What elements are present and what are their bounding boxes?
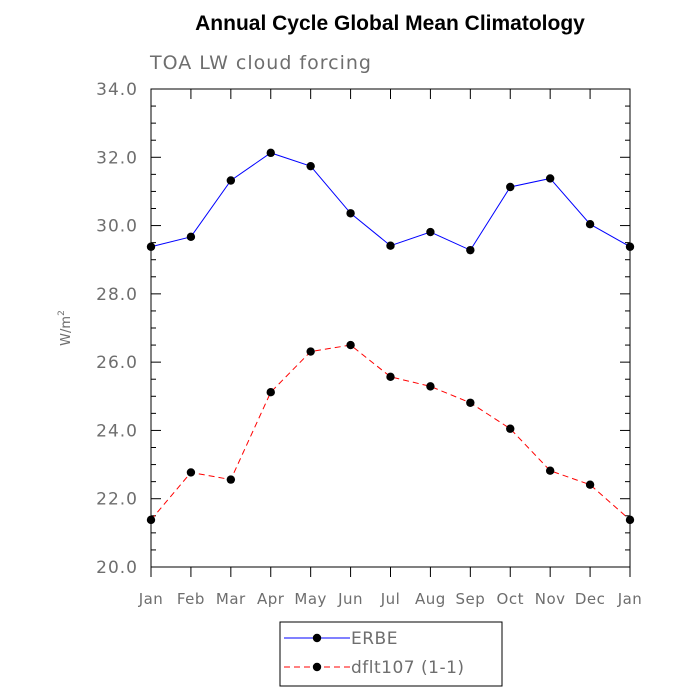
y-tick-label: 20.0: [96, 558, 138, 578]
series-line-erbe: [150, 152, 631, 251]
x-tick-label: Oct: [497, 590, 524, 608]
data-point-erbe: [306, 161, 315, 171]
data-point-erbe: [426, 227, 435, 237]
data-point-erbe: [625, 242, 635, 251]
legend-label-dflt107: dflt107 (1-1): [351, 658, 465, 678]
data-point-dflt107-1-1: [386, 372, 395, 382]
data-point-dflt107-1-1: [585, 480, 595, 489]
x-tick-label: Jul: [380, 590, 401, 608]
data-point-dflt107-1-1: [306, 347, 315, 356]
x-tick-label: Mar: [216, 590, 246, 608]
data-point-erbe: [386, 241, 395, 250]
data-point-erbe: [146, 242, 156, 251]
x-tick-label: Jan: [138, 590, 164, 608]
y-axis-label: W/m2: [57, 310, 74, 346]
data-point-dflt107-1-1: [625, 515, 635, 525]
axis-ticks: [150, 88, 631, 577]
legend-marker-dflt107: [312, 662, 322, 672]
data-point-erbe: [545, 174, 555, 183]
data-point-erbe: [585, 220, 595, 229]
y-axis-label-exponent: 2: [57, 310, 67, 316]
x-tick-labels: Jan Feb Mar Apr May Jun Jul Aug Sep Oct Nov Dec Jan: [138, 590, 643, 608]
data-point-dflt107-1-1: [426, 382, 435, 391]
data-point-erbe: [186, 232, 196, 242]
x-tick-label: Jan: [617, 590, 643, 608]
y-tick-label: 32.0: [96, 148, 138, 168]
data-point-erbe: [266, 148, 275, 158]
y-tick-label: 30.0: [96, 217, 138, 237]
x-tick-label: Aug: [415, 590, 446, 608]
legend: ERBE dflt107 (1-1): [279, 621, 503, 687]
y-tick-label: 26.0: [96, 353, 138, 373]
x-tick-label: Dec: [575, 590, 606, 608]
data-point-dflt107-1-1: [545, 466, 555, 475]
data-point-dflt107-1-1: [466, 398, 475, 407]
x-tick-label: Sep: [455, 590, 485, 608]
chart-title: Annual Cycle Global Mean Climatology: [195, 12, 585, 35]
y-tick-label: 22.0: [96, 490, 138, 510]
chart-subtitle: TOA LW cloud forcing: [149, 52, 372, 74]
legend-box: [279, 621, 503, 687]
data-point-dflt107-1-1: [506, 424, 515, 433]
data-point-erbe: [346, 209, 355, 218]
data-point-dflt107-1-1: [346, 340, 355, 350]
data-point-dflt107-1-1: [266, 387, 275, 397]
x-tick-label: May: [294, 590, 327, 608]
x-tick-label: Nov: [535, 590, 566, 608]
data-point-dflt107-1-1: [146, 515, 156, 525]
data-point-dflt107-1-1: [226, 475, 236, 484]
y-tick-label: 24.0: [96, 421, 138, 441]
y-tick-label: 34.0: [96, 80, 138, 100]
legend-label-erbe: ERBE: [351, 629, 398, 649]
data-point-erbe: [466, 245, 475, 255]
y-tick-label: 28.0: [96, 285, 138, 305]
x-tick-label: Jun: [337, 590, 363, 608]
legend-marker-erbe: [312, 633, 322, 643]
series-layer: [146, 148, 635, 525]
data-point-erbe: [226, 176, 236, 185]
data-point-dflt107-1-1: [186, 468, 196, 477]
y-axis-label-unit: W/m: [59, 316, 74, 346]
plot-frame: [150, 88, 631, 568]
x-tick-label: Apr: [257, 590, 285, 608]
data-point-erbe: [506, 182, 515, 192]
series-line-dflt107-1-1: [150, 344, 631, 521]
x-tick-label: Feb: [177, 590, 205, 608]
y-tick-labels: 20.0 22.0 24.0 26.0 28.0 30.0 32.0 34.0: [96, 80, 138, 578]
